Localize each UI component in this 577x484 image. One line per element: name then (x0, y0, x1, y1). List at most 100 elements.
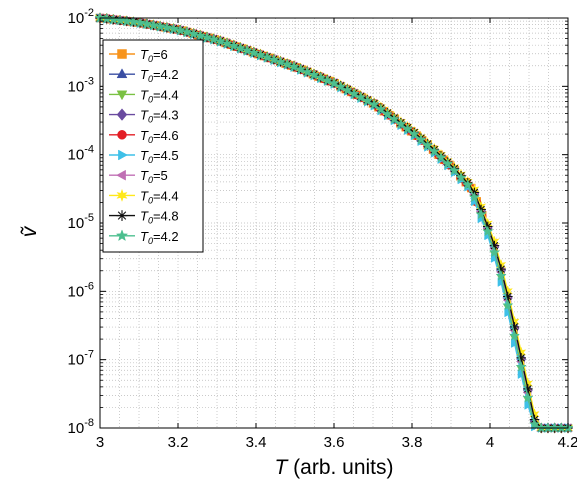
data-point (522, 391, 534, 403)
legend-marker (116, 169, 126, 181)
data-point (321, 74, 333, 86)
data-point (161, 21, 173, 33)
x-tick-label: 3.4 (246, 434, 267, 451)
legend-marker (117, 49, 127, 59)
y-tick-exponent: -2 (84, 7, 94, 19)
data-point (281, 58, 293, 70)
data-point (475, 208, 487, 220)
y-tick-label: 10-3 (68, 75, 94, 95)
data-point (187, 28, 200, 39)
data-point (261, 51, 273, 63)
data-point (468, 191, 481, 203)
x-tick-label: 3.2 (168, 434, 189, 451)
legend-marker (117, 130, 127, 140)
data-point (497, 265, 505, 273)
y-tick-label: 10-4 (68, 144, 94, 164)
data-point (428, 145, 440, 157)
data-point (335, 80, 347, 92)
x-tick-label: 3.8 (402, 434, 423, 451)
data-point (181, 26, 193, 37)
data-point (524, 385, 532, 393)
data-point (495, 270, 507, 281)
legend-label: T0=4.4 (140, 87, 179, 104)
data-point (490, 241, 499, 250)
data-point (308, 69, 320, 80)
legend-label: T0=4.6 (140, 128, 179, 145)
legend-entry: T0=5 (109, 168, 168, 185)
data-point (147, 19, 160, 31)
data-point (214, 35, 226, 47)
x-tick-label: 4 (486, 434, 494, 451)
legend-entry: T0=4.8 (109, 209, 179, 226)
data-point (254, 49, 267, 60)
y-tick-exponent: -4 (84, 144, 94, 156)
x-tick-label: 3.6 (324, 434, 345, 451)
data-point (348, 87, 360, 99)
series-10 (94, 12, 574, 433)
data-point (510, 323, 519, 331)
data-point (355, 91, 367, 103)
y-tick-label: 10-6 (68, 280, 94, 300)
x-tick-label: 3 (96, 434, 104, 451)
legend-entry: T0=4.4 (109, 87, 179, 104)
y-tick-label: 10-7 (68, 349, 94, 369)
data-point (134, 17, 146, 28)
y-tick-exponent: -3 (84, 75, 94, 87)
data-point (375, 103, 387, 115)
data-point (415, 134, 427, 145)
y-tick-label: 10-8 (68, 417, 94, 437)
legend-entry: T0=4.6 (109, 128, 179, 145)
data-point (274, 56, 287, 67)
legend-entry: T0=4.5 (109, 148, 179, 165)
data-point (408, 128, 420, 139)
legend-marker (116, 108, 128, 121)
axis-ticks: 3 3.2 3.4 3.6 3.8 4 4.2 10-8 10-7 10-6 10-5 10-4 10-… (68, 7, 577, 451)
data-point (208, 33, 220, 45)
data-point (288, 60, 300, 72)
data-point (462, 179, 474, 190)
legend-entry: T0=4.4 (109, 188, 179, 205)
y-tick-label: 10-2 (68, 7, 94, 27)
data-point (368, 98, 380, 110)
data-point (114, 14, 126, 26)
data-point (455, 171, 467, 183)
data-point (341, 84, 353, 96)
data-point (248, 46, 260, 58)
y-axis-label: ṽ (18, 225, 41, 237)
x-axis-label: T (arb. units) (274, 456, 393, 479)
data-point (395, 118, 407, 129)
data-point (435, 151, 447, 163)
data-point (141, 18, 153, 29)
legend-label: T0=4.5 (140, 148, 179, 165)
data-point (504, 292, 512, 301)
legend-label: T0=4.8 (140, 209, 179, 226)
data-point (401, 123, 414, 134)
data-point (228, 40, 240, 51)
legend-label: T0=5 (140, 168, 168, 185)
data-point (508, 329, 521, 341)
data-point (234, 42, 247, 54)
data-point (502, 299, 514, 311)
data-point (328, 77, 340, 89)
legend-entry: T0=4.2 (109, 67, 179, 84)
y-tick-exponent: -5 (84, 212, 94, 224)
data-point (381, 108, 394, 120)
data-point (301, 66, 313, 78)
data-point (174, 24, 186, 36)
data-point (121, 15, 133, 27)
data-point (294, 63, 307, 75)
data-point (241, 44, 253, 56)
data-point (515, 361, 527, 372)
data-point (448, 164, 460, 176)
data-point (488, 246, 501, 258)
legend-marker (115, 229, 129, 242)
data-point (315, 71, 327, 83)
legend-marker (116, 68, 128, 79)
data-point (127, 16, 140, 27)
x-tick-label: 4.2 (558, 434, 577, 451)
legend-entry: T0=4.2 (109, 229, 179, 246)
axis-labels: T (arb. units) ṽ (18, 225, 394, 479)
legend-marker (116, 90, 128, 101)
data-point (201, 31, 213, 43)
y-tick-exponent: -8 (84, 417, 94, 429)
